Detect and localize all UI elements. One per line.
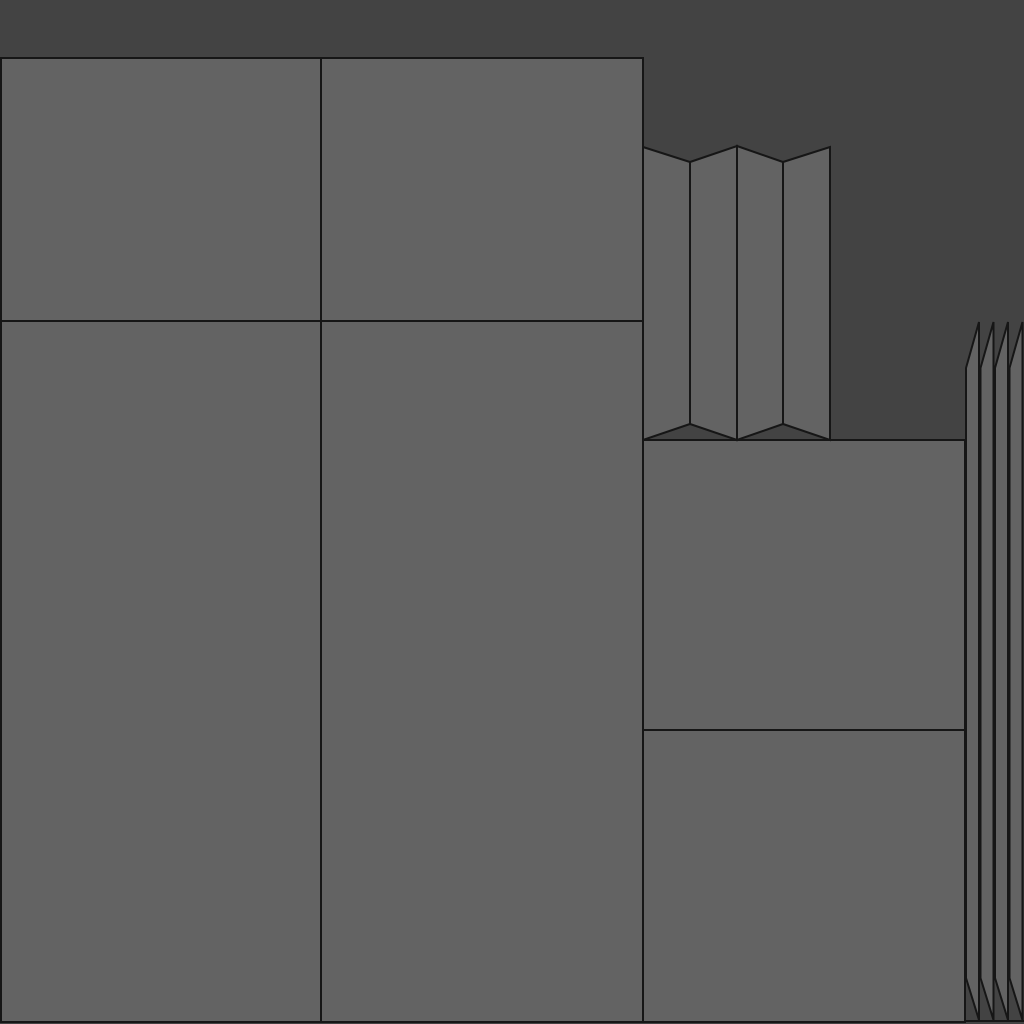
accordion-panel-1 xyxy=(642,145,691,442)
slat-strip-2 xyxy=(979,321,995,1021)
face-top-middle xyxy=(320,57,644,322)
accordion-panel-4 xyxy=(782,145,831,442)
face-right-upper xyxy=(642,439,966,731)
slat-strip-3 xyxy=(994,321,1009,1021)
face-bottom-middle xyxy=(320,320,644,1023)
slat-strip-1 xyxy=(965,321,980,1021)
accordion-panel-2 xyxy=(689,144,738,442)
face-bottom-left xyxy=(0,320,322,1023)
slat-strip-4 xyxy=(1008,321,1024,1021)
face-right-lower xyxy=(642,729,966,1023)
face-top-left xyxy=(0,57,322,322)
accordion-panel-3 xyxy=(736,144,784,442)
